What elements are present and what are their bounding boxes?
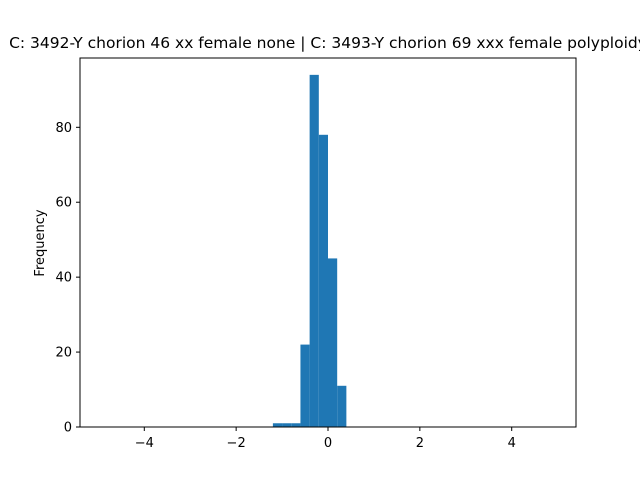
- y-tick-label: 20: [55, 346, 72, 361]
- histogram-bar: [300, 344, 310, 427]
- histogram-bar: [318, 134, 328, 428]
- histogram-bar: [272, 423, 283, 427]
- histogram-bar: [291, 423, 301, 427]
- histogram-bar: [309, 74, 319, 428]
- x-tick-label: 4: [508, 436, 516, 451]
- x-tick-label: 2: [416, 436, 424, 451]
- histogram-bar: [282, 423, 292, 427]
- x-axis-ticks: −4 −2 0 2 4: [135, 427, 516, 451]
- chart-title: C: 3492-Y chorion 46 xx female none | C:…: [9, 34, 640, 52]
- x-tick-label: 0: [324, 436, 332, 451]
- y-axis-label: Frequency: [33, 209, 48, 276]
- y-tick-label: 0: [64, 421, 72, 436]
- y-tick-label: 60: [55, 196, 72, 211]
- y-axis-ticks: 0 20 40 60 80: [55, 121, 80, 436]
- x-tick-label: −2: [227, 436, 246, 451]
- y-tick-label: 80: [55, 121, 72, 136]
- y-tick-label: 40: [55, 271, 72, 286]
- histogram-bar: [337, 385, 347, 427]
- x-tick-label: −4: [135, 436, 154, 451]
- bars-group: [272, 74, 347, 428]
- histogram-bar: [328, 258, 338, 427]
